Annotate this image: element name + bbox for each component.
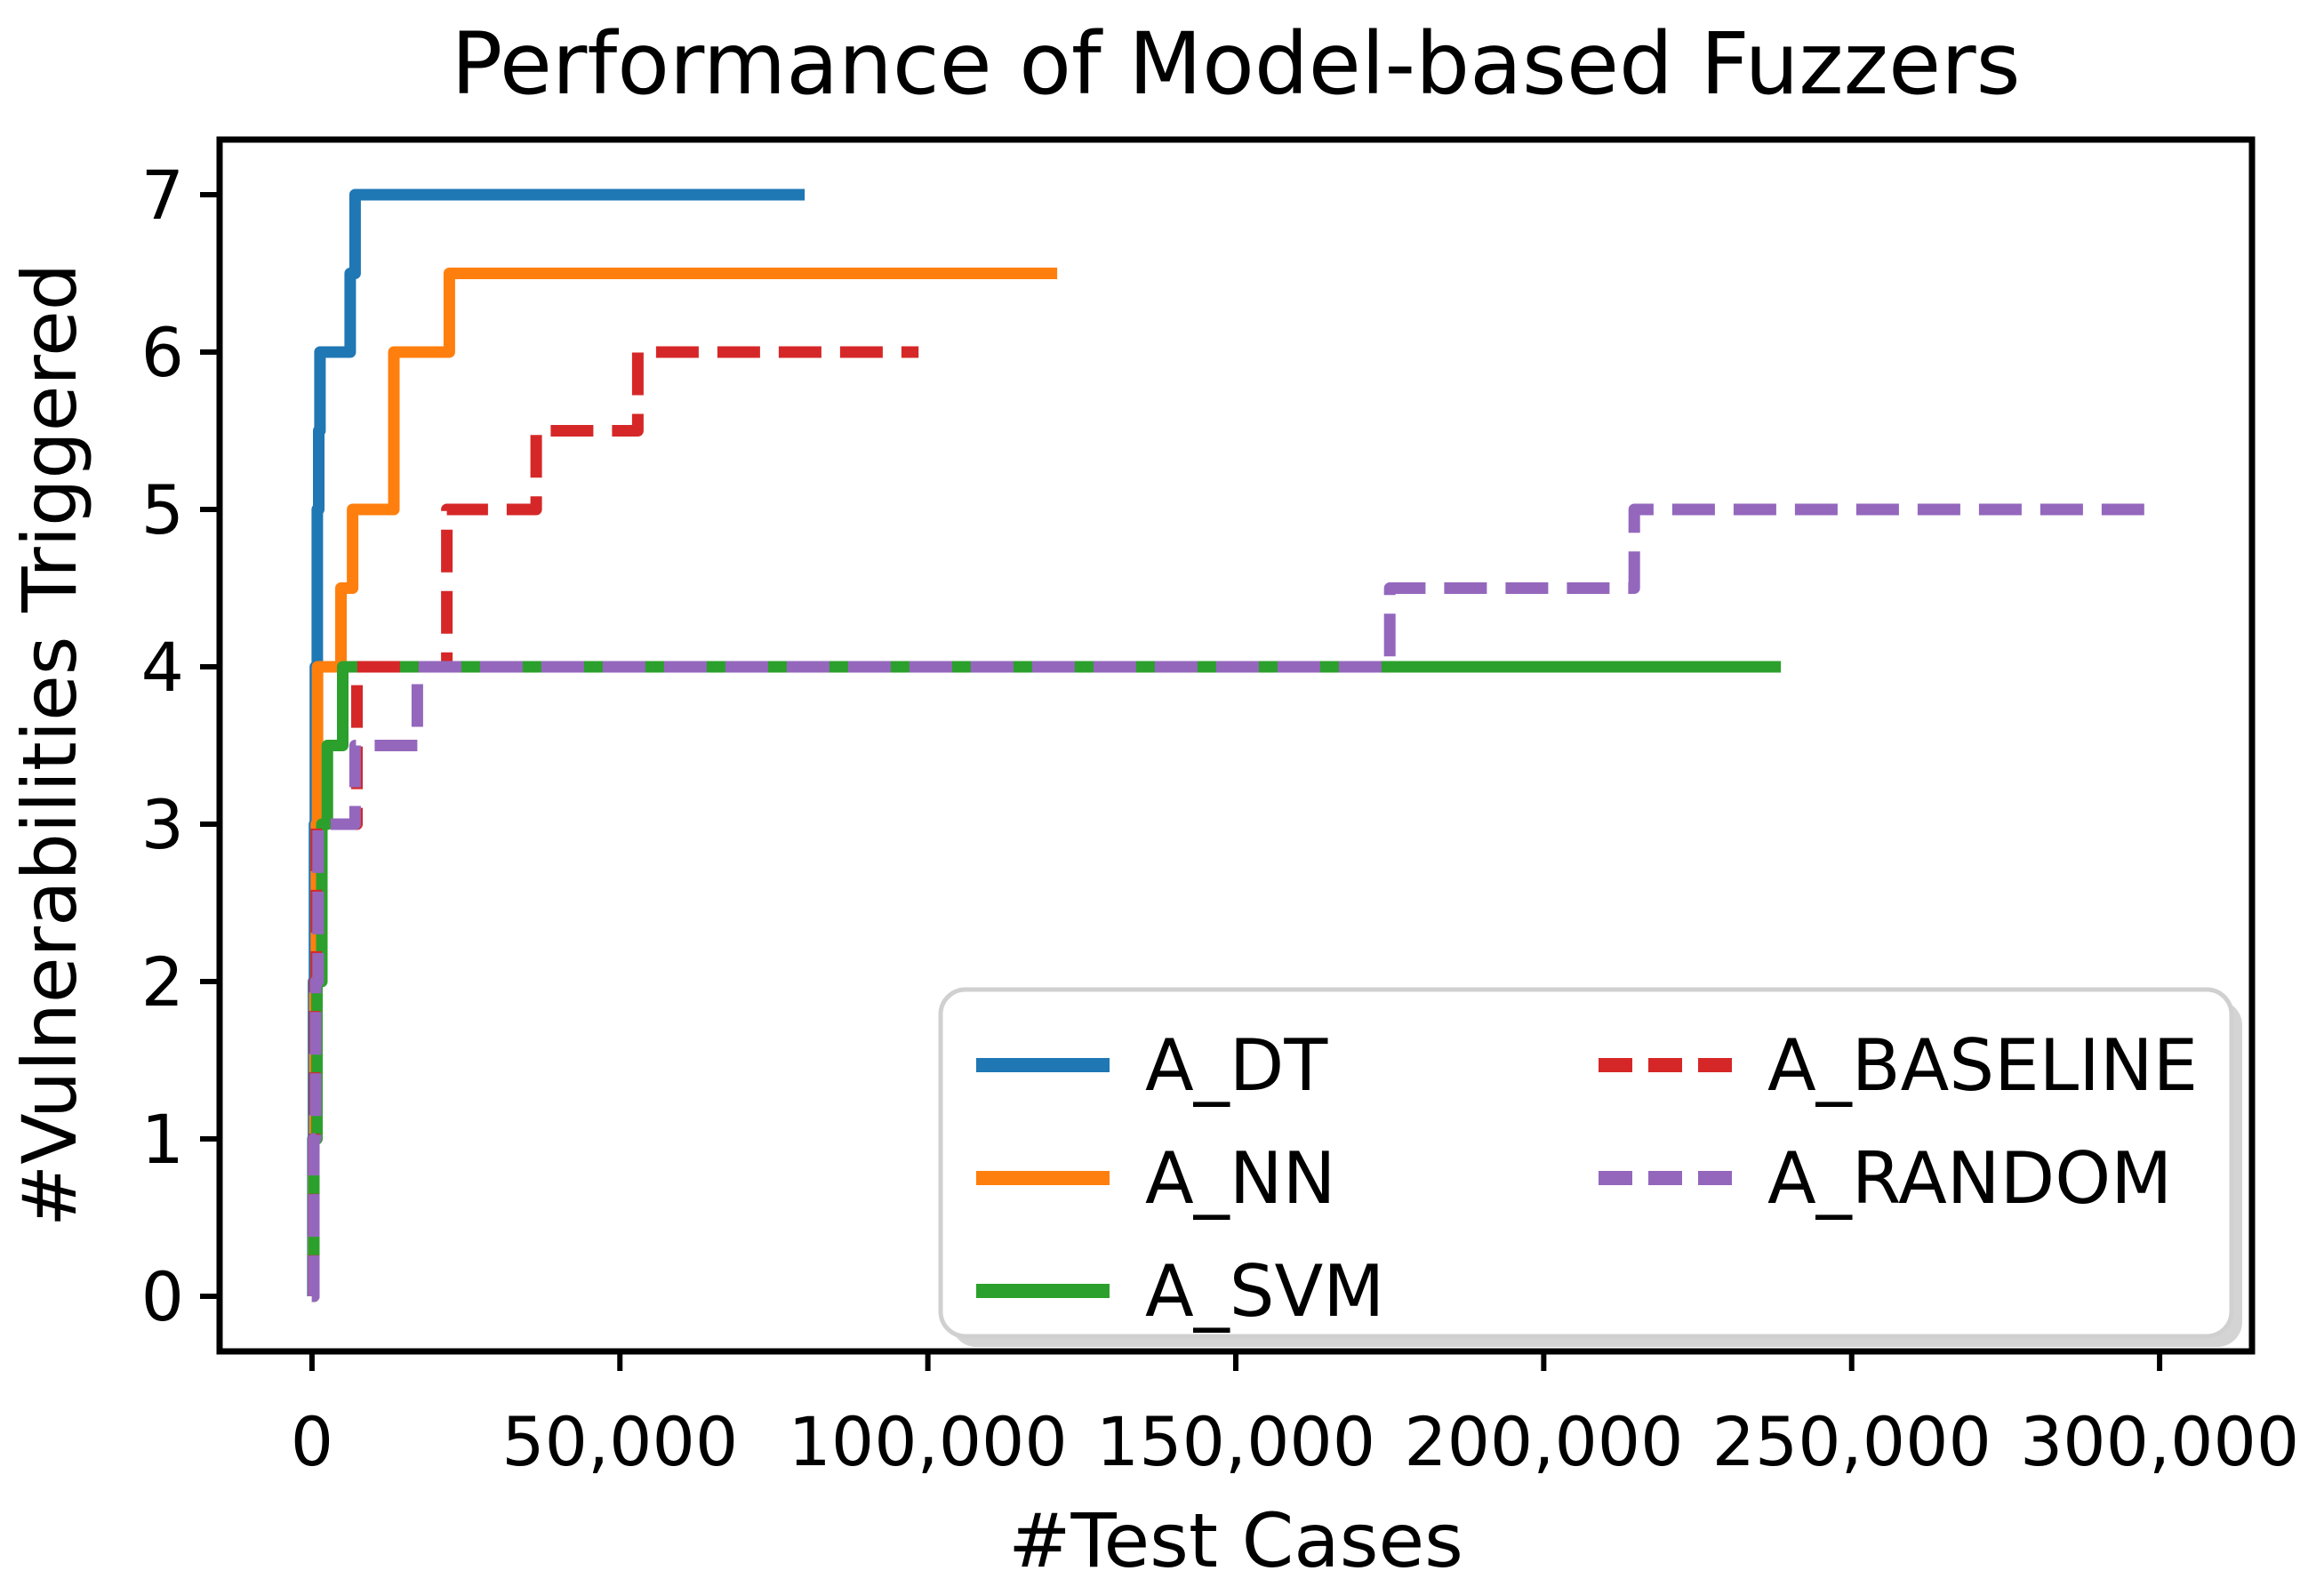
plot-border: [216, 136, 2256, 1355]
x-tick-label: 250,000: [1712, 1402, 1991, 1481]
y-tick-label: 3: [141, 785, 184, 864]
chart-title: Performance of Model-based Fuzzers: [451, 14, 2020, 114]
series-line-a-random: [308, 503, 2144, 1302]
series-line-a-baseline: [308, 346, 919, 1302]
y-tick-label: 0: [141, 1257, 184, 1336]
legend-box: [938, 987, 2234, 1339]
x-axis-label: #Test Cases: [1008, 1497, 1463, 1579]
x-tick-label: 0: [291, 1402, 333, 1481]
y-tick-label: 2: [141, 942, 184, 1022]
legend-label-a-dt: A_DT: [1145, 1024, 1328, 1107]
legend-label-a-nn: A_NN: [1145, 1137, 1335, 1220]
y-tick-label: 4: [141, 628, 184, 707]
legend-label-a-random: A_RANDOM: [1767, 1137, 2172, 1220]
x-tick-label: 50,000: [501, 1402, 738, 1481]
x-axis-ticks: 0 50,000 100,000 150,000 200,000 250,000 300,0…: [291, 1351, 2299, 1481]
y-axis-label: #Vulnerabilities Triggered: [6, 263, 93, 1227]
legend-label-a-baseline: A_BASELINE: [1767, 1024, 2198, 1107]
y-tick-label: 7: [141, 156, 184, 235]
x-tick-label: 200,000: [1404, 1402, 1683, 1481]
series-lines: [307, 188, 2144, 1302]
x-tick-label: 150,000: [1096, 1402, 1375, 1481]
y-tick-label: 6: [141, 313, 184, 392]
y-tick-label: 1: [141, 1100, 184, 1179]
y-tick-label: 5: [141, 470, 184, 549]
legend-label-a-svm: A_SVM: [1145, 1250, 1384, 1333]
x-tick-label: 100,000: [788, 1402, 1067, 1481]
y-axis-ticks: 0 1 2 3 4 5 6 7: [141, 156, 220, 1336]
legend: A_DT A_NN A_SVM A_BASELINE A_RANDOM: [938, 987, 2242, 1347]
x-tick-label: 300,000: [2020, 1402, 2299, 1481]
